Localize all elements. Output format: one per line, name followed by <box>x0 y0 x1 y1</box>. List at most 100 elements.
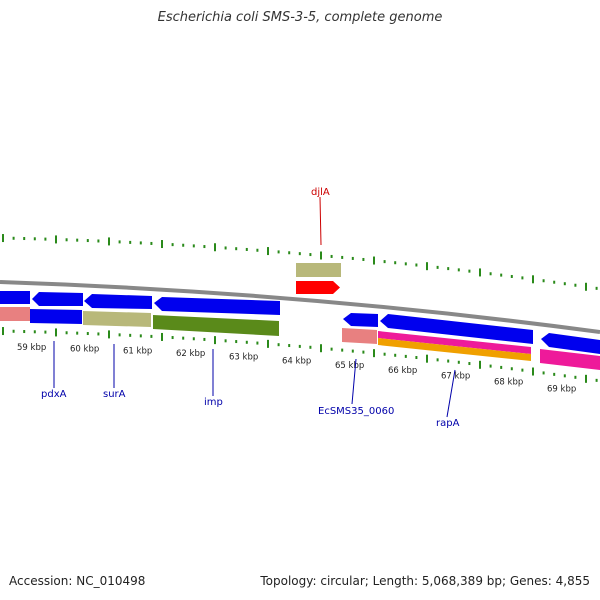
djlA-gene-bar[interactable] <box>296 263 341 277</box>
inner-tick <box>55 328 57 337</box>
accession-text: Accession: NC_010498 <box>9 574 146 588</box>
outer-tick <box>457 268 460 272</box>
cds-arrow-imp[interactable] <box>154 297 280 315</box>
gene-bar-surA[interactable] <box>83 311 151 327</box>
cds-arrow-surA[interactable] <box>84 294 152 309</box>
axis-tick-label: 63 kbp <box>229 353 258 363</box>
outer-tick <box>479 268 481 277</box>
inner-tick <box>553 372 556 376</box>
gene-bar-magenta-right[interactable] <box>540 349 600 370</box>
inner-tick <box>33 330 36 334</box>
inner-tick <box>404 354 407 358</box>
outer-tick <box>55 235 57 244</box>
outer-tick <box>436 265 439 269</box>
inner-tick <box>479 360 481 369</box>
inner-tick <box>256 341 259 345</box>
inner-tick <box>129 333 132 337</box>
outer-tick <box>500 273 503 277</box>
gene-label-djlA[interactable]: djlA <box>311 187 330 198</box>
inner-tick <box>298 344 301 348</box>
inner-tick <box>224 339 227 343</box>
outer-tick <box>2 234 4 243</box>
gene-bar-pdxA[interactable] <box>30 309 82 324</box>
outer-tick <box>426 262 428 271</box>
genome-stats-text: Topology: circular; Length: 5,068,389 bp… <box>260 574 590 588</box>
inner-tick <box>86 332 89 336</box>
outer-tick <box>65 238 68 242</box>
inner-tick <box>161 332 163 341</box>
outer-tick <box>447 267 450 271</box>
outer-tick <box>404 262 407 266</box>
outer-tick <box>510 274 513 278</box>
inner-tick <box>171 336 174 340</box>
outer-tick <box>235 247 238 251</box>
cds-arrow-rapA[interactable] <box>380 314 533 344</box>
inner-tick <box>468 362 471 366</box>
inner-tick <box>65 331 68 335</box>
gene-bar-salmon-left[interactable] <box>0 307 30 321</box>
inner-tick <box>532 367 534 376</box>
cds-arrow-1[interactable] <box>0 291 30 304</box>
cds-arrow-pdxA[interactable] <box>32 292 83 306</box>
inner-tick <box>2 327 4 336</box>
gene-label-imp[interactable]: imp <box>204 397 223 408</box>
inner-tick <box>235 340 238 344</box>
outer-tick <box>521 276 524 280</box>
outer-tick <box>224 246 227 250</box>
outer-tick <box>320 251 322 260</box>
inner-tick <box>214 336 216 345</box>
gene-bar-rapA-orange[interactable] <box>378 338 531 361</box>
inner-tick <box>510 367 513 371</box>
gene-bar-imp[interactable] <box>153 315 279 336</box>
outer-tick <box>44 237 47 241</box>
outer-tick <box>532 275 534 284</box>
inner-tick <box>341 348 344 352</box>
outer-tick <box>288 251 291 255</box>
outer-tick <box>341 255 344 259</box>
axis-tick-label: 59 kbp <box>17 343 46 353</box>
inner-tick <box>500 365 503 369</box>
outer-tick <box>277 250 280 254</box>
inner-tick <box>182 336 185 340</box>
outer-tick <box>118 240 121 244</box>
inner-tick <box>521 368 524 372</box>
outer-tick <box>553 280 556 284</box>
inner-tick <box>12 329 15 333</box>
outer-tick <box>373 256 375 265</box>
inner-tick <box>150 334 153 338</box>
inner-tick <box>108 330 110 339</box>
gene-bar-EcSMS35_0060[interactable] <box>342 328 377 344</box>
gene-bar-rapA-magenta[interactable] <box>378 331 531 354</box>
cds-arrow-right[interactable] <box>541 333 600 354</box>
outer-tick <box>267 247 269 256</box>
axis-tick-label: 65 kbp <box>335 361 364 371</box>
gene-label-EcSMS35_0060[interactable]: EcSMS35_0060 <box>318 406 394 417</box>
inner-tick <box>203 337 206 341</box>
inner-tick <box>574 375 577 379</box>
djlA-cds-arrow[interactable] <box>296 281 340 294</box>
outer-tick <box>12 236 15 240</box>
inner-tick <box>288 344 291 348</box>
gene-label-rapA[interactable]: rapA <box>436 418 460 429</box>
outer-tick <box>33 237 36 241</box>
axis-tick-label: 67 kbp <box>441 372 470 382</box>
inner-tick <box>426 354 428 363</box>
axis-tick-label: 62 kbp <box>176 349 205 359</box>
map-title: Escherichia coli SMS-3-5, complete genom… <box>157 10 443 25</box>
outer-tick <box>563 282 566 286</box>
outer-tick <box>203 245 206 249</box>
EcSMS35_0060-leader <box>351 358 357 405</box>
outer-tick <box>171 243 174 247</box>
axis-tick-label: 64 kbp <box>282 356 311 366</box>
cds-arrow-EcSMS35_0060[interactable] <box>343 313 378 327</box>
gene-label-pdxA[interactable]: pdxA <box>41 389 67 400</box>
inner-tick <box>267 339 269 348</box>
outer-tick <box>489 272 492 276</box>
outer-tick <box>129 240 132 244</box>
inner-tick <box>277 343 280 347</box>
gene-label-surA[interactable]: surA <box>103 389 126 400</box>
inner-tick <box>309 345 312 349</box>
inner-tick <box>542 371 545 375</box>
